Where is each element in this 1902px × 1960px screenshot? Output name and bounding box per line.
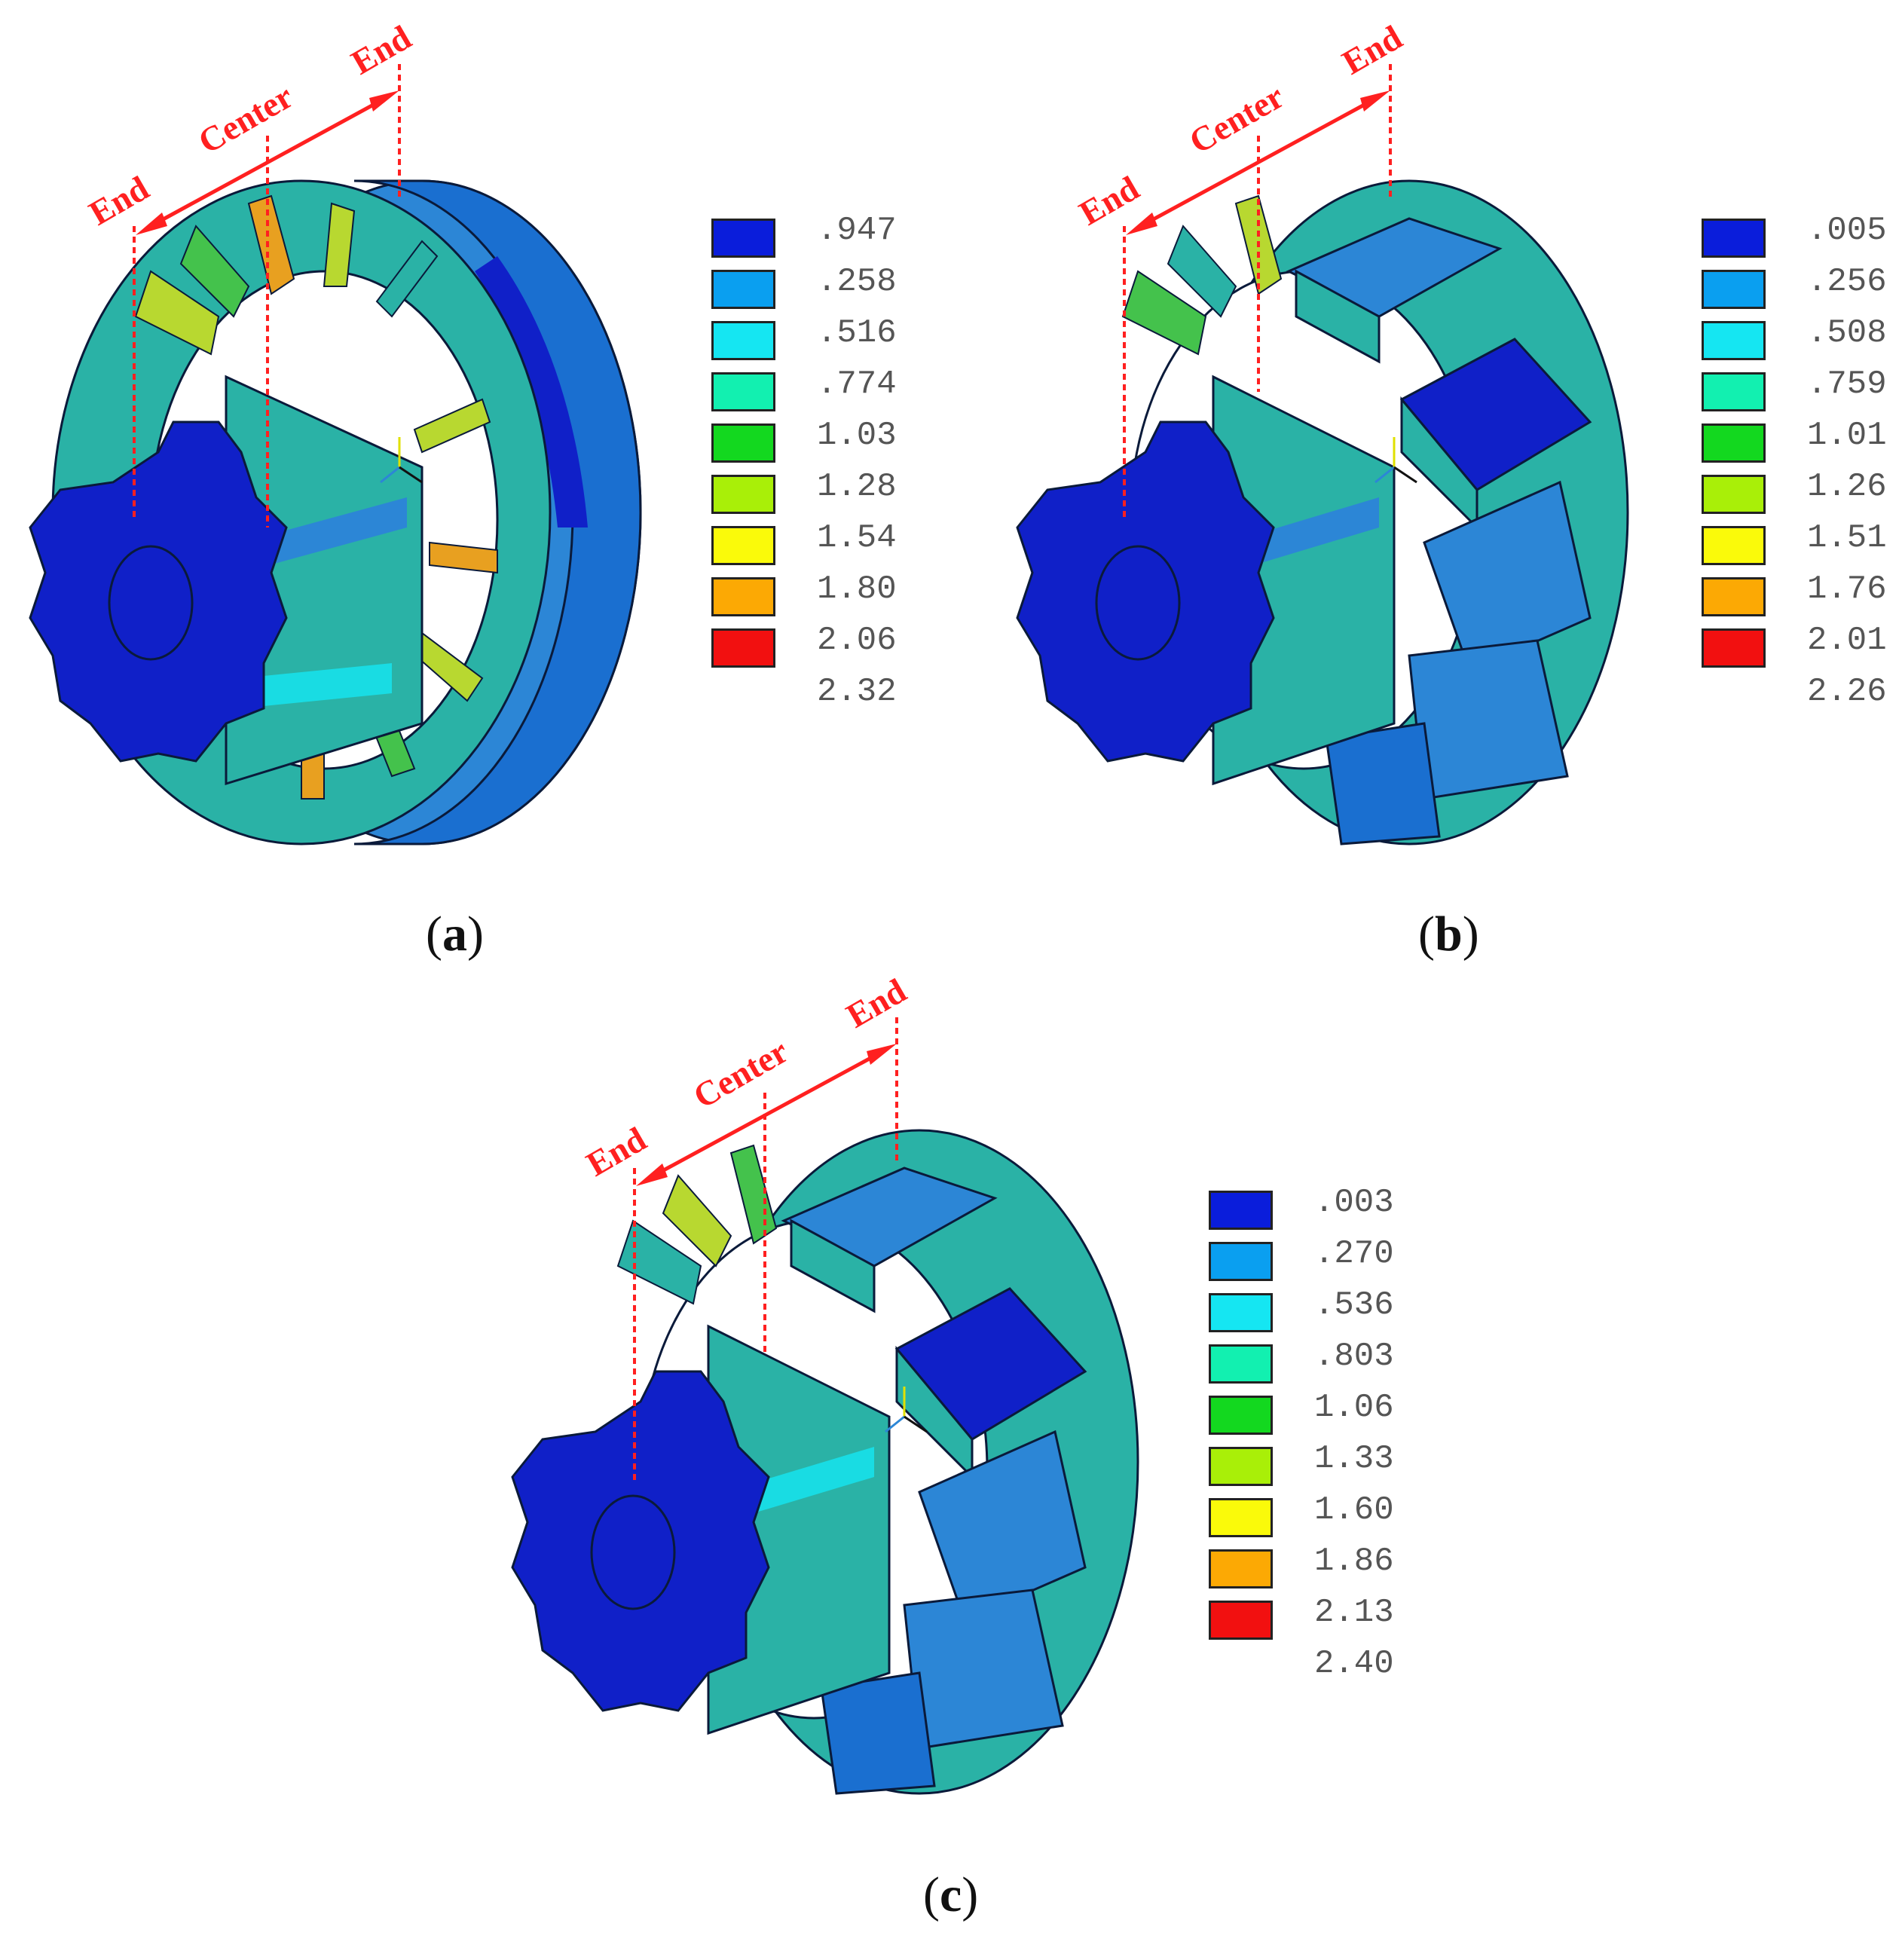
legend-swatch — [1702, 526, 1766, 565]
legend-value: 1.26 — [1807, 468, 1887, 506]
legend-value: 1.28 — [817, 468, 897, 506]
panel-a: End Center End .947 .258 .516 .774 1.03 … — [0, 0, 951, 980]
legend-swatch — [711, 526, 775, 565]
axis-triad-icon — [380, 437, 423, 484]
legend-swatch — [1702, 577, 1766, 616]
dimension-annotation — [1123, 64, 1392, 520]
stator-segments — [1286, 217, 1592, 845]
label-end-left: End — [580, 1119, 653, 1183]
legend-value: 1.86 — [1314, 1543, 1394, 1580]
legend-swatch — [711, 270, 775, 309]
legend-value: .803 — [1314, 1338, 1394, 1375]
legend-swatch — [1209, 1498, 1273, 1537]
axis-triad-icon — [1375, 437, 1417, 484]
legend-value: 1.33 — [1314, 1440, 1394, 1478]
label-end-left: End — [1073, 168, 1146, 232]
legend-swatch — [1702, 372, 1766, 411]
legend-value: 2.06 — [817, 622, 897, 659]
legend-value: 1.54 — [817, 519, 897, 557]
legend-value: .516 — [817, 314, 897, 352]
legend-swatch — [711, 372, 775, 411]
label-center: Center — [687, 1032, 795, 1116]
legend-value: .256 — [1807, 263, 1887, 301]
label-end-right: End — [345, 17, 418, 81]
legend-value: .774 — [817, 365, 897, 403]
color-legend-c: .003 .270 .536 .803 1.06 1.33 1.60 1.86 … — [1209, 1186, 1427, 1680]
legend-value: 1.51 — [1807, 519, 1887, 557]
legend-swatch — [1209, 1344, 1273, 1384]
legend-swatch — [1702, 423, 1766, 463]
legend-swatch — [711, 219, 775, 258]
legend-swatch — [711, 475, 775, 514]
legend-swatch — [711, 423, 775, 463]
legend-value: 2.13 — [1314, 1594, 1394, 1631]
legend-value: .270 — [1314, 1235, 1394, 1273]
legend-swatch — [1209, 1549, 1273, 1588]
axis-triad-icon — [885, 1387, 928, 1433]
panel-caption-b: (b) — [1418, 907, 1479, 962]
legend-value: 1.76 — [1807, 570, 1887, 608]
panel-caption-a: (a) — [426, 907, 484, 962]
legend-value: 1.60 — [1314, 1491, 1394, 1529]
stator-segments — [781, 1167, 1087, 1795]
legend-swatch — [1702, 219, 1766, 258]
legend-value: 1.80 — [817, 570, 897, 608]
motor-model-b: End Center End — [1016, 17, 1629, 845]
legend-swatch — [1702, 628, 1766, 668]
legend-value: .947 — [817, 212, 897, 249]
label-end-right: End — [840, 971, 913, 1035]
legend-swatch — [1209, 1396, 1273, 1435]
legend-swatch — [1209, 1293, 1273, 1332]
legend-swatch — [711, 321, 775, 360]
legend-swatch — [711, 577, 775, 616]
legend-value: 1.03 — [817, 417, 897, 454]
panel-caption-c: (c) — [923, 1867, 979, 1922]
legend-value: 2.26 — [1807, 673, 1887, 711]
color-legend-b: .005 .256 .508 .759 1.01 1.26 1.51 1.76 … — [1702, 214, 1899, 708]
legend-swatch — [1702, 270, 1766, 309]
label-end-right: End — [1336, 17, 1409, 81]
panel-b: End Center End .005 .256 .508 .759 1.01 … — [987, 0, 1902, 980]
legend-swatch — [1702, 321, 1766, 360]
rotor-shaft-hole — [590, 1494, 676, 1610]
legend-swatch — [1209, 1601, 1273, 1640]
legend-value: .508 — [1807, 314, 1887, 352]
color-legend-a: .947 .258 .516 .774 1.03 1.28 1.54 1.80 … — [711, 214, 922, 708]
label-center: Center — [192, 77, 300, 161]
legend-value: 2.01 — [1807, 622, 1887, 659]
rotor-shaft-hole — [108, 545, 194, 661]
panel-label: a — [442, 907, 467, 962]
legend-value: .003 — [1314, 1184, 1394, 1222]
legend-swatch — [1209, 1191, 1273, 1230]
panel-label: b — [1434, 907, 1463, 962]
dimension-annotation — [633, 1017, 898, 1485]
label-center: Center — [1183, 77, 1291, 161]
legend-value: .258 — [817, 263, 897, 301]
legend-value: 2.40 — [1314, 1645, 1394, 1683]
panel-label: c — [939, 1867, 962, 1922]
panel-c: End Center End .003 .270 .536 .803 1.06 … — [497, 971, 1477, 1960]
label-end-left: End — [83, 168, 156, 232]
rotor-shaft-hole — [1095, 545, 1181, 661]
legend-swatch — [1702, 475, 1766, 514]
legend-swatch — [1209, 1242, 1273, 1281]
dimension-annotation — [133, 64, 401, 527]
legend-value: .005 — [1807, 212, 1887, 249]
legend-value: .536 — [1314, 1286, 1394, 1324]
legend-swatch — [711, 628, 775, 668]
legend-value: .759 — [1807, 365, 1887, 403]
motor-model-a: End Center End — [29, 17, 642, 845]
legend-value: 1.06 — [1314, 1389, 1394, 1426]
motor-model-c: End Center End — [511, 971, 1139, 1795]
legend-value: 1.01 — [1807, 417, 1887, 454]
legend-swatch — [1209, 1447, 1273, 1486]
legend-value: 2.32 — [817, 673, 897, 711]
